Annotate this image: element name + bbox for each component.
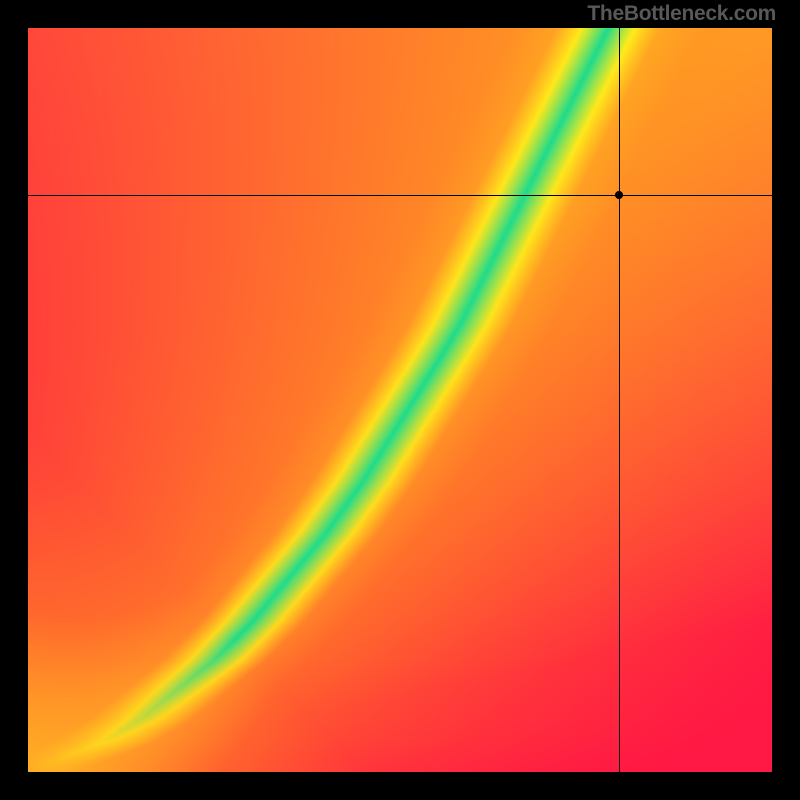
crosshair-horizontal [28, 195, 772, 196]
heatmap-canvas [28, 28, 772, 772]
watermark-text: TheBottleneck.com [587, 2, 776, 26]
plot-area [28, 28, 772, 772]
crosshair-marker [615, 191, 623, 199]
crosshair-vertical [619, 28, 620, 772]
chart-container: TheBottleneck.com [0, 0, 800, 800]
